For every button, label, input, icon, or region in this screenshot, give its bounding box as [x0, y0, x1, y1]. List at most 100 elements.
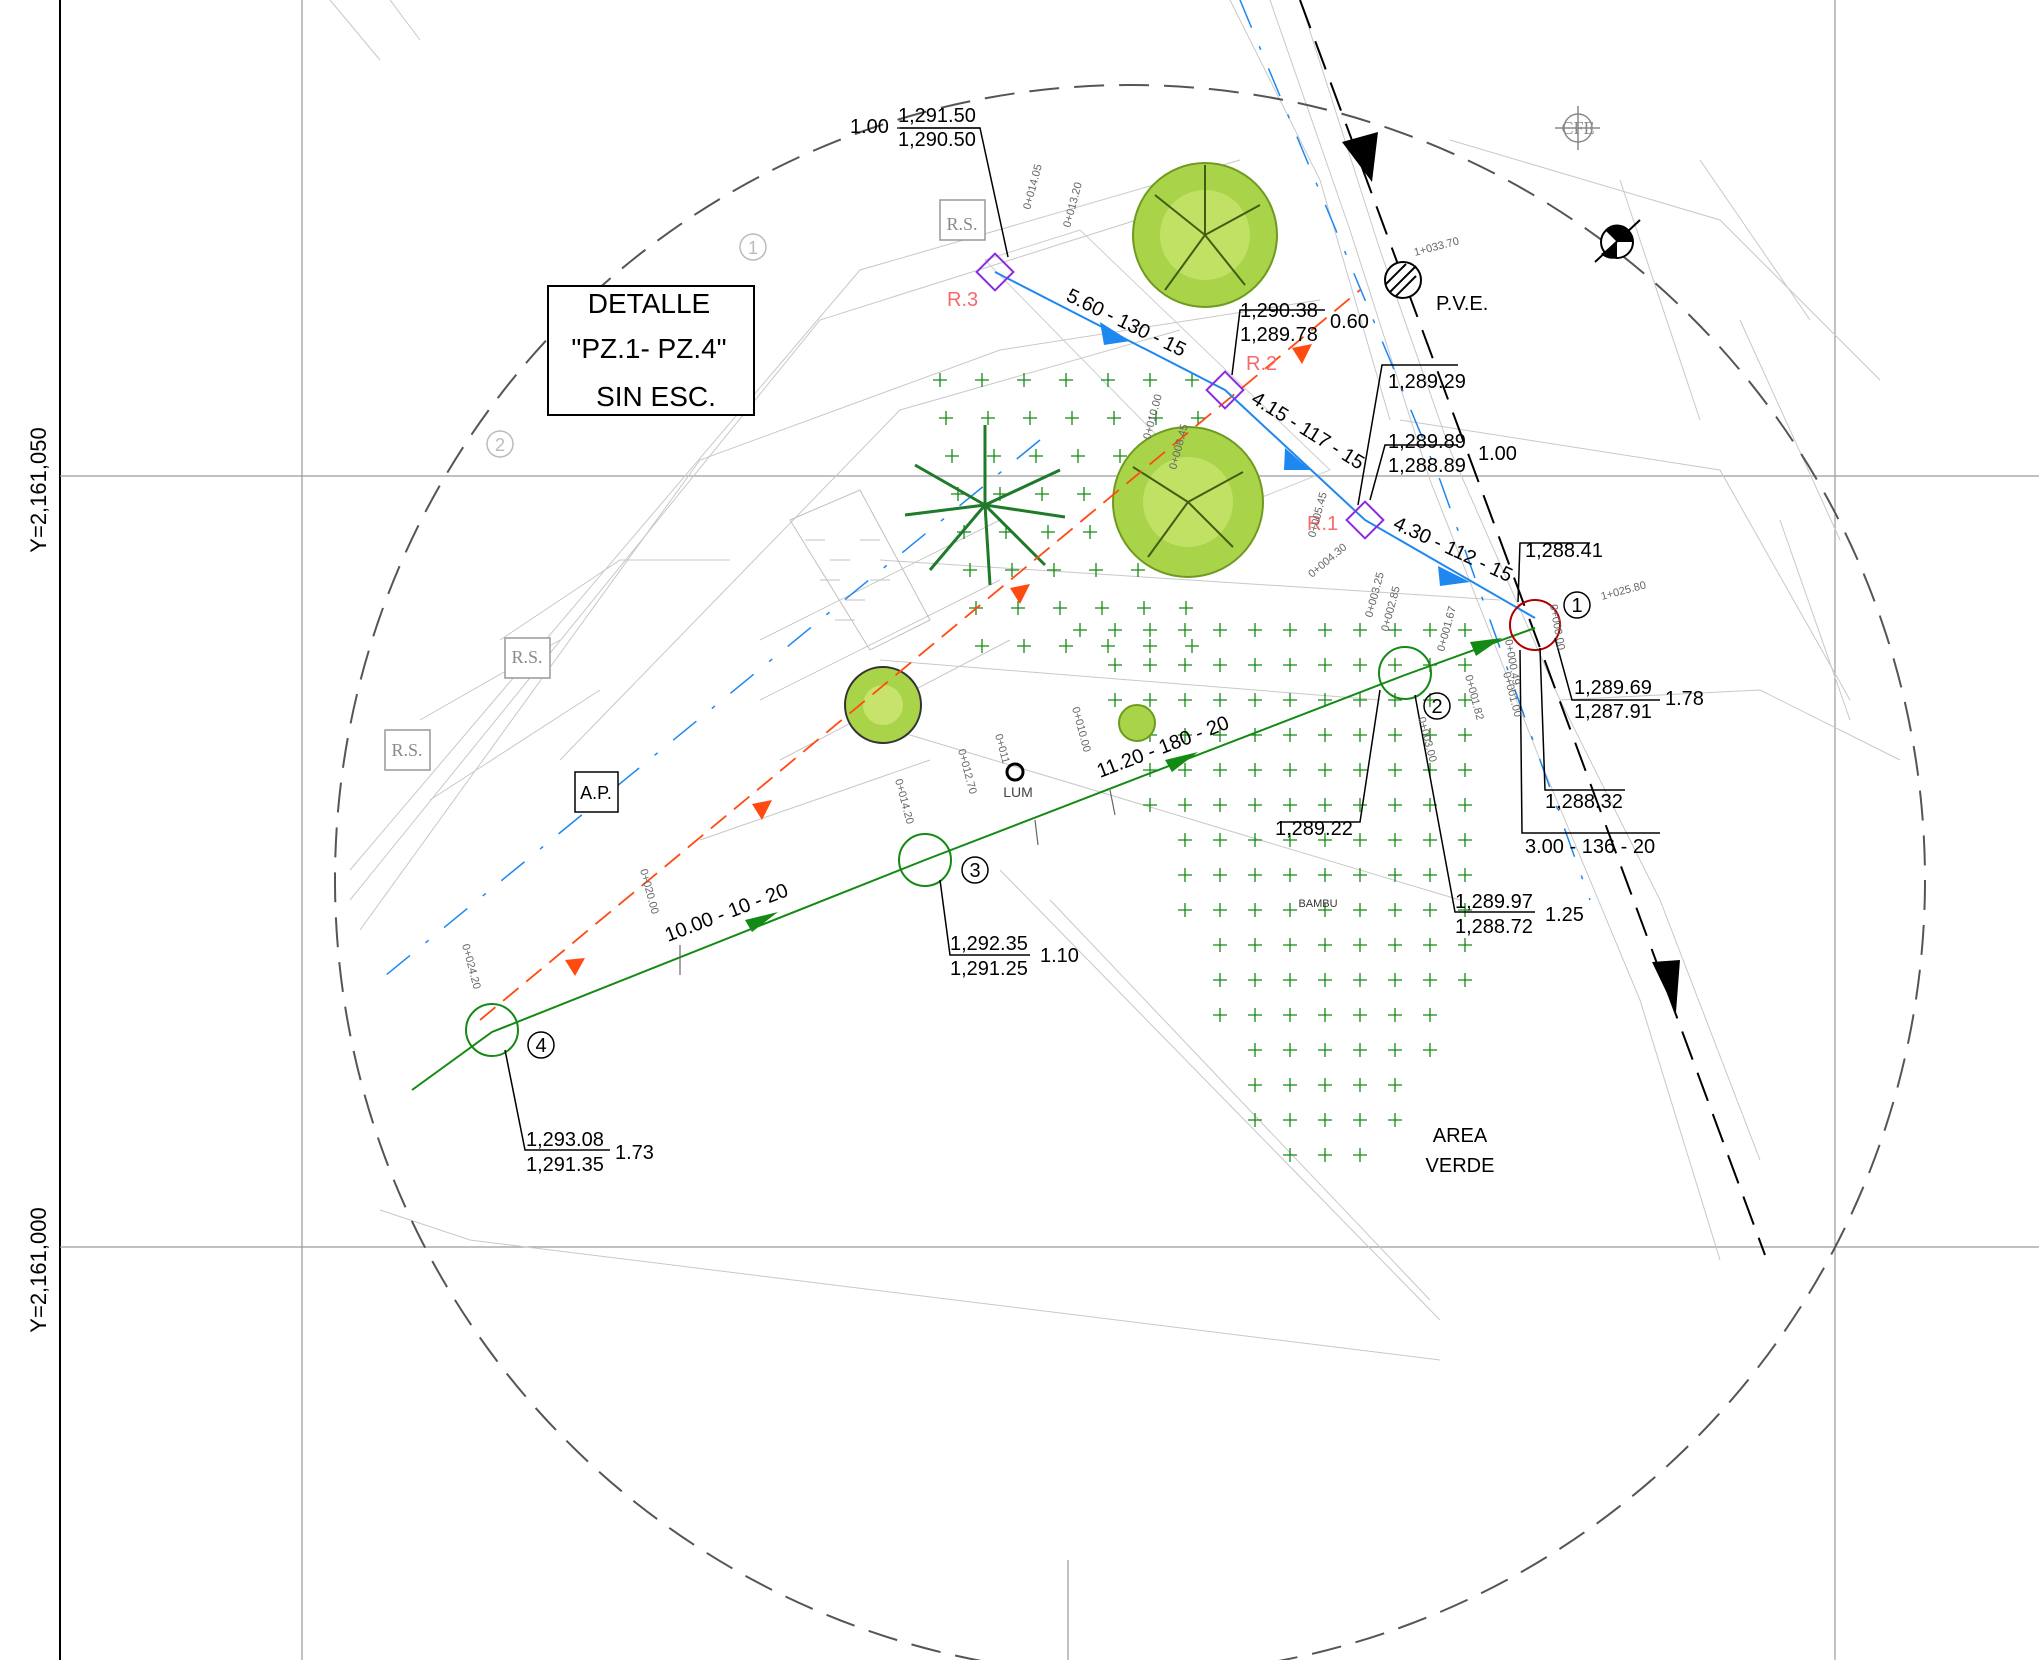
plus-mark: [1071, 449, 1085, 463]
plus-mark: [1178, 833, 1192, 847]
plus-mark: [1248, 868, 1262, 882]
plus-mark: [1423, 1043, 1437, 1057]
plus-mark: [1017, 639, 1031, 653]
elev-p2-bottom: 1,288.72: [1455, 916, 1533, 938]
flow-arrow-icon: [1284, 448, 1310, 470]
plus-mark: [1113, 449, 1127, 463]
lamp-icon: [1005, 762, 1025, 782]
plus-mark: [1318, 623, 1332, 637]
plus-mark: [1083, 525, 1097, 539]
detail-boundary-circle: [334, 84, 1926, 1660]
plus-mark: [1283, 623, 1297, 637]
plus-mark: [1353, 1113, 1367, 1127]
plus-mark: [1423, 623, 1437, 637]
elev-r3-top: 1,291.50: [898, 105, 976, 127]
cfe-pole-icon: [1555, 106, 1600, 150]
plus-mark: [1388, 833, 1402, 847]
elev-p1-depth: 1.78: [1665, 688, 1704, 710]
leader-lines: [504, 127, 1660, 1151]
road-arrow-icon: [1342, 132, 1378, 182]
flow-arrow-icon: [1165, 752, 1198, 772]
plus-mark: [1318, 763, 1332, 777]
plus-mark: [1353, 938, 1367, 952]
manhole-1: [1509, 599, 1561, 651]
plus-mark: [1178, 658, 1192, 672]
plus-mark: [1059, 639, 1073, 653]
plus-mark: [1318, 1148, 1332, 1162]
plus-mark: [1029, 449, 1043, 463]
plus-mark: [1388, 1113, 1402, 1127]
pve-icon: [1384, 261, 1422, 299]
register-r2: [1205, 370, 1245, 410]
elev-p1-top: 1,289.69: [1574, 677, 1652, 699]
segment-r2-r1: 4.15 - 117 - 15: [1247, 388, 1368, 475]
elev-p4-depth: 1.73: [615, 1142, 654, 1164]
station-label: 0+014.05: [1021, 163, 1045, 211]
plus-mark: [1283, 763, 1297, 777]
plus-mark: [1458, 763, 1472, 777]
hatch-strip: [984, 229, 1331, 511]
plus-mark: [1458, 798, 1472, 812]
plus-mark: [1047, 563, 1061, 577]
road-edge: [1299, 0, 1766, 1256]
elev-r2-top: 1,290.38: [1240, 300, 1318, 322]
plus-mark: [1423, 728, 1437, 742]
plus-mark: [1283, 903, 1297, 917]
flow-arrow-icon: [1438, 566, 1470, 586]
segment-p4-p3: 10.00 - 10 - 20: [662, 880, 791, 947]
plus-mark: [1458, 868, 1472, 882]
station-label: 0+013.20: [1061, 181, 1085, 229]
plus-mark: [1458, 728, 1472, 742]
plus-mark: [1353, 1148, 1367, 1162]
plus-mark: [1388, 728, 1402, 742]
plus-mark: [1077, 487, 1091, 501]
elev-p4-bottom: 1,291.35: [526, 1154, 604, 1176]
plus-mark: [1423, 938, 1437, 952]
elev-p3-top: 1,292.35: [950, 933, 1028, 955]
plus-mark: [1149, 411, 1163, 425]
plus-mark: [1178, 798, 1192, 812]
station-label: 0+001.67: [1435, 605, 1459, 653]
plus-mark: [1185, 639, 1199, 653]
plus-mark: [1179, 601, 1193, 615]
plus-mark: [1065, 411, 1079, 425]
well-number-3: 3: [969, 860, 980, 882]
elev-p2-depth: 1.25: [1545, 904, 1584, 926]
shrub-icon: [1118, 704, 1156, 742]
plus-mark: [1388, 623, 1402, 637]
plus-mark: [1318, 938, 1332, 952]
flow-arrow-icon: [745, 912, 778, 932]
lum-label: LUM: [1003, 784, 1033, 800]
plus-mark: [981, 411, 995, 425]
plus-mark: [1178, 868, 1192, 882]
plus-mark: [1388, 763, 1402, 777]
detail-title: DETALLE: [588, 288, 710, 319]
plus-mark: [1283, 728, 1297, 742]
tree-icon: [1132, 162, 1278, 308]
plus-mark: [1423, 903, 1437, 917]
plus-mark: [1318, 728, 1332, 742]
station-label: 0+004.30: [1306, 541, 1349, 580]
elev-r1-depth: 1.00: [1478, 443, 1517, 465]
plus-mark: [1353, 833, 1367, 847]
plus-mark: [1388, 1078, 1402, 1092]
plus-mark: [1178, 623, 1192, 637]
plus-mark: [1108, 693, 1122, 707]
utility-pole-icon: [1594, 219, 1641, 263]
manhole-4: [465, 1003, 519, 1057]
plus-mark: [1353, 728, 1367, 742]
plus-mark: [1248, 693, 1262, 707]
tree-icon: [1112, 426, 1264, 578]
plus-mark: [1248, 798, 1262, 812]
pve-label: P.V.E.: [1436, 293, 1488, 315]
plus-mark: [1248, 1078, 1262, 1092]
plus-mark: [975, 373, 989, 387]
well-number-2: 2: [1431, 696, 1442, 718]
register-label-r1: R.1: [1307, 513, 1338, 535]
plus-mark: [1283, 1043, 1297, 1057]
plus-mark: [1353, 973, 1367, 987]
sewer-pipe-line: [411, 627, 1536, 1091]
plus-mark: [1248, 1043, 1262, 1057]
plus-mark: [1213, 693, 1227, 707]
segment-p2-p1: 3.00 - 136 - 20: [1525, 836, 1655, 858]
